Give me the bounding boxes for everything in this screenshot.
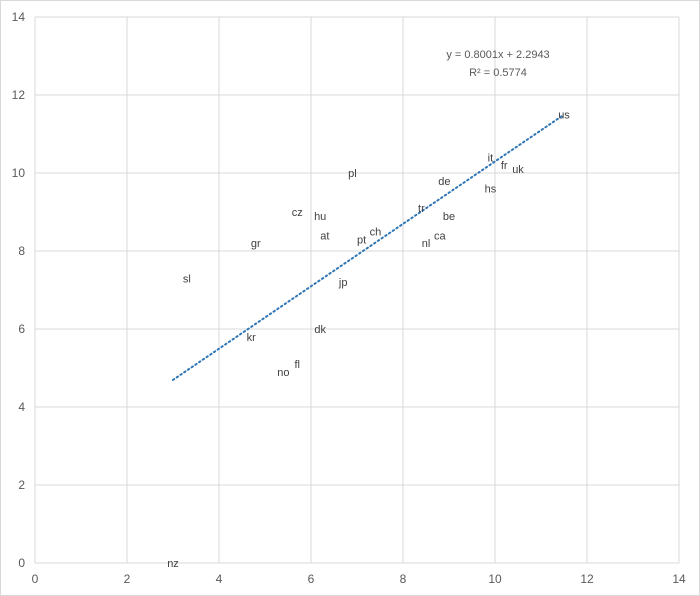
- x-tick-label-8: 8: [400, 572, 407, 586]
- data-point-at: at: [320, 230, 329, 242]
- trendline-r-squared: R² = 0.5774: [469, 67, 527, 79]
- data-point-pl: pl: [348, 168, 357, 180]
- x-tick-label-0: 0: [32, 572, 39, 586]
- y-tick-label-12: 12: [12, 88, 26, 102]
- data-point-hs: hs: [485, 184, 497, 196]
- data-point-no: no: [277, 367, 289, 379]
- data-point-nz: nz: [167, 558, 179, 570]
- data-point-cz: cz: [292, 207, 303, 219]
- y-tick-label-6: 6: [18, 322, 25, 336]
- x-tick-label-10: 10: [488, 572, 502, 586]
- y-tick-label-0: 0: [18, 556, 25, 570]
- y-tick-label-8: 8: [18, 244, 25, 258]
- y-tick-label-10: 10: [12, 166, 26, 180]
- x-tick-label-6: 6: [308, 572, 315, 586]
- x-tick-label-12: 12: [580, 572, 594, 586]
- y-tick-label-2: 2: [18, 478, 25, 492]
- gridlines: [34, 16, 680, 564]
- data-point-kr: kr: [247, 332, 257, 344]
- data-point-ch: ch: [370, 227, 382, 239]
- data-point-it: it: [488, 152, 494, 164]
- trendline: [172, 113, 565, 381]
- data-point-ca: ca: [434, 230, 447, 242]
- tick-labels: 0 2 4 6 8 10 12 14 0 2 4 6 8 10 12 14: [12, 10, 686, 586]
- x-tick-label-2: 2: [124, 572, 131, 586]
- y-tick-label-14: 14: [12, 10, 26, 24]
- x-tick-label-14: 14: [672, 572, 686, 586]
- data-point-fr: fr: [501, 160, 508, 172]
- data-point-dk: dk: [314, 324, 326, 336]
- data-point-fl: fl: [294, 359, 300, 371]
- data-point-pt: pt: [357, 234, 366, 246]
- data-point-uk: uk: [512, 164, 524, 176]
- data-point-jp: jp: [338, 277, 348, 289]
- trendline-equation: y = 0.8001x + 2.2943: [446, 49, 549, 61]
- data-point-sl: sl: [183, 273, 191, 285]
- data-point-de: de: [438, 176, 450, 188]
- data-point-us: us: [558, 110, 570, 122]
- y-tick-label-4: 4: [18, 400, 25, 414]
- data-point-gr: gr: [251, 238, 261, 250]
- data-point-tr: tr: [418, 203, 425, 215]
- x-tick-label-4: 4: [216, 572, 223, 586]
- data-point-be: be: [443, 211, 455, 223]
- data-point-hu: hu: [314, 211, 326, 223]
- data-point-nl: nl: [422, 238, 431, 250]
